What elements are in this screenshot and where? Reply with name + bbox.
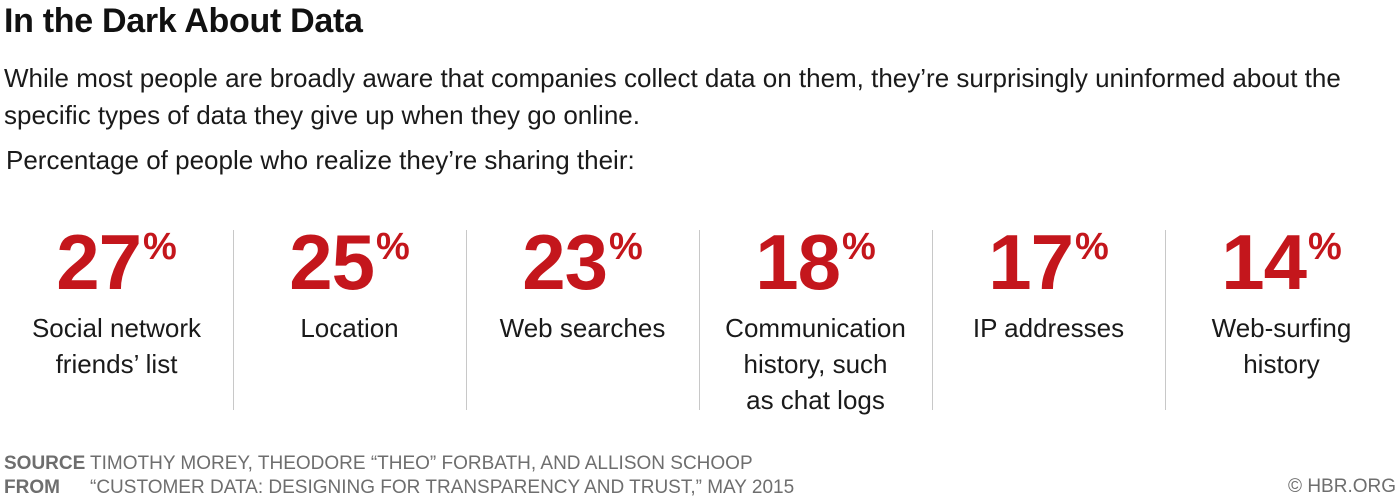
stat-label-line: history, such — [743, 349, 888, 379]
column-divider — [932, 230, 933, 410]
stat-column: 23% Web searches — [466, 223, 699, 414]
column-divider — [466, 230, 467, 410]
stat-column: 18% Communication history, such as chat log… — [699, 223, 932, 415]
stat-label-line: IP addresses — [972, 313, 1125, 343]
source-note: SOURCE TIMOTHY MOREY, THEODORE “THEO” FOR… — [4, 452, 794, 500]
from-line: FROM “CUSTOMER DATA: DESIGNING FOR TRANSP… — [4, 476, 794, 500]
from-key: FROM — [4, 477, 60, 498]
stat-value: 18% — [699, 223, 932, 301]
stat-label: Communication history, such as chat logs — [699, 310, 932, 418]
stat-label: Location — [233, 310, 466, 346]
stat-label: Web-surfing history — [1165, 310, 1398, 382]
stats-row: 27% Social network friends’ list 25% Locatio… — [0, 223, 1400, 415]
stat-number: 27 — [56, 218, 142, 306]
stat-label: IP addresses — [932, 310, 1165, 346]
column-divider — [233, 230, 234, 410]
stat-label: Social network friends’ list — [0, 310, 233, 382]
stat-value: 17% — [932, 223, 1165, 301]
stat-column: 17% IP addresses — [932, 223, 1165, 414]
percent-sign: % — [375, 226, 410, 268]
stat-value: 25% — [233, 223, 466, 301]
source-text: TIMOTHY MOREY, THEODORE “THEO” FORBATH, … — [90, 453, 753, 474]
stat-label-line: Location — [300, 313, 399, 343]
stat-number: 18 — [755, 218, 841, 306]
stat-number: 14 — [1221, 218, 1307, 306]
chart-title: In the Dark About Data — [4, 2, 363, 40]
percent-sign: % — [841, 226, 876, 268]
copyright: © HBR.ORG — [1288, 476, 1396, 497]
source-key: SOURCE — [4, 453, 86, 474]
percent-sign: % — [608, 226, 643, 268]
column-divider — [1165, 230, 1166, 410]
stat-number: 25 — [289, 218, 375, 306]
stat-column: 27% Social network friends’ list — [0, 223, 233, 414]
stat-label-line: Web searches — [499, 313, 666, 343]
stat-column: 14% Web-surfing history — [1165, 223, 1398, 414]
stat-value: 23% — [466, 223, 699, 301]
stat-number: 23 — [522, 218, 608, 306]
stat-column: 25% Location — [233, 223, 466, 414]
stat-label-line: Web-surfing — [1211, 313, 1352, 343]
stat-label-line: as chat logs — [746, 385, 885, 415]
stat-label-line: Communication — [725, 313, 906, 343]
source-line: SOURCE TIMOTHY MOREY, THEODORE “THEO” FOR… — [4, 452, 794, 476]
stat-label-line: Social network — [31, 313, 202, 343]
stat-number: 17 — [988, 218, 1074, 306]
chart-lead-text: Percentage of people who realize they’re… — [6, 145, 635, 175]
chart-subtitle: While most people are broadly aware that… — [4, 63, 1341, 130]
percent-sign: % — [1307, 226, 1342, 268]
stat-value: 14% — [1165, 223, 1398, 301]
column-divider — [699, 230, 700, 410]
from-text: “CUSTOMER DATA: DESIGNING FOR TRANSPAREN… — [90, 477, 795, 498]
percent-sign: % — [142, 226, 177, 268]
stat-label-line: history — [1243, 349, 1320, 379]
percent-sign: % — [1074, 226, 1109, 268]
stat-label: Web searches — [466, 310, 699, 346]
stat-label-line: friends’ list — [55, 349, 178, 379]
stat-value: 27% — [0, 223, 233, 301]
